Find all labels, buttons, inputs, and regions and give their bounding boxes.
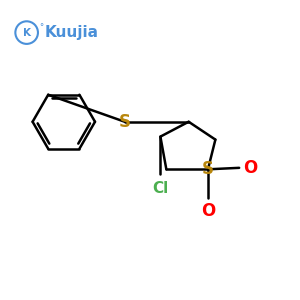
Text: Kuujia: Kuujia — [44, 25, 98, 40]
Text: °: ° — [39, 23, 44, 32]
Text: S: S — [119, 113, 131, 131]
Text: O: O — [201, 202, 215, 220]
Text: O: O — [244, 159, 258, 177]
Text: S: S — [202, 160, 214, 178]
Text: K: K — [23, 28, 31, 38]
Text: Cl: Cl — [152, 181, 169, 196]
